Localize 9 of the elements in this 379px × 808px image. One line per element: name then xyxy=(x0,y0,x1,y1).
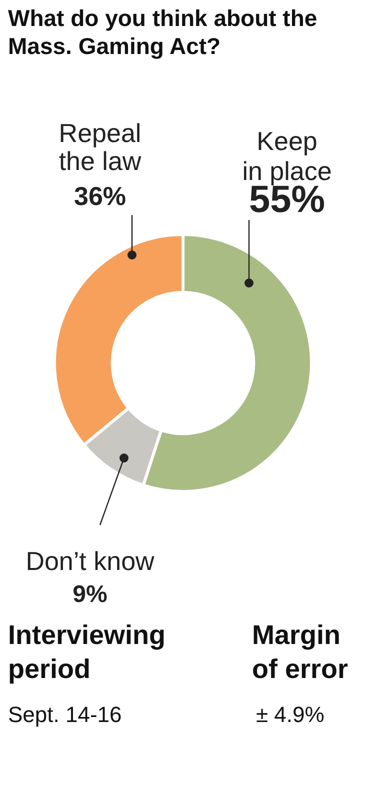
text: Sept. 14-16 xyxy=(8,702,123,728)
data-label: 36% xyxy=(74,181,126,211)
text: Interviewing period xyxy=(8,619,167,686)
data-label: 9% xyxy=(72,581,108,608)
text: Margin of error xyxy=(252,619,350,686)
slice-label: Repeal the law xyxy=(58,118,142,176)
slice-label: Don’t know xyxy=(26,546,155,576)
text: ± 4.9% xyxy=(256,702,326,728)
chart-title: What do you think about the Mass. Gaming Act? xyxy=(8,4,318,60)
